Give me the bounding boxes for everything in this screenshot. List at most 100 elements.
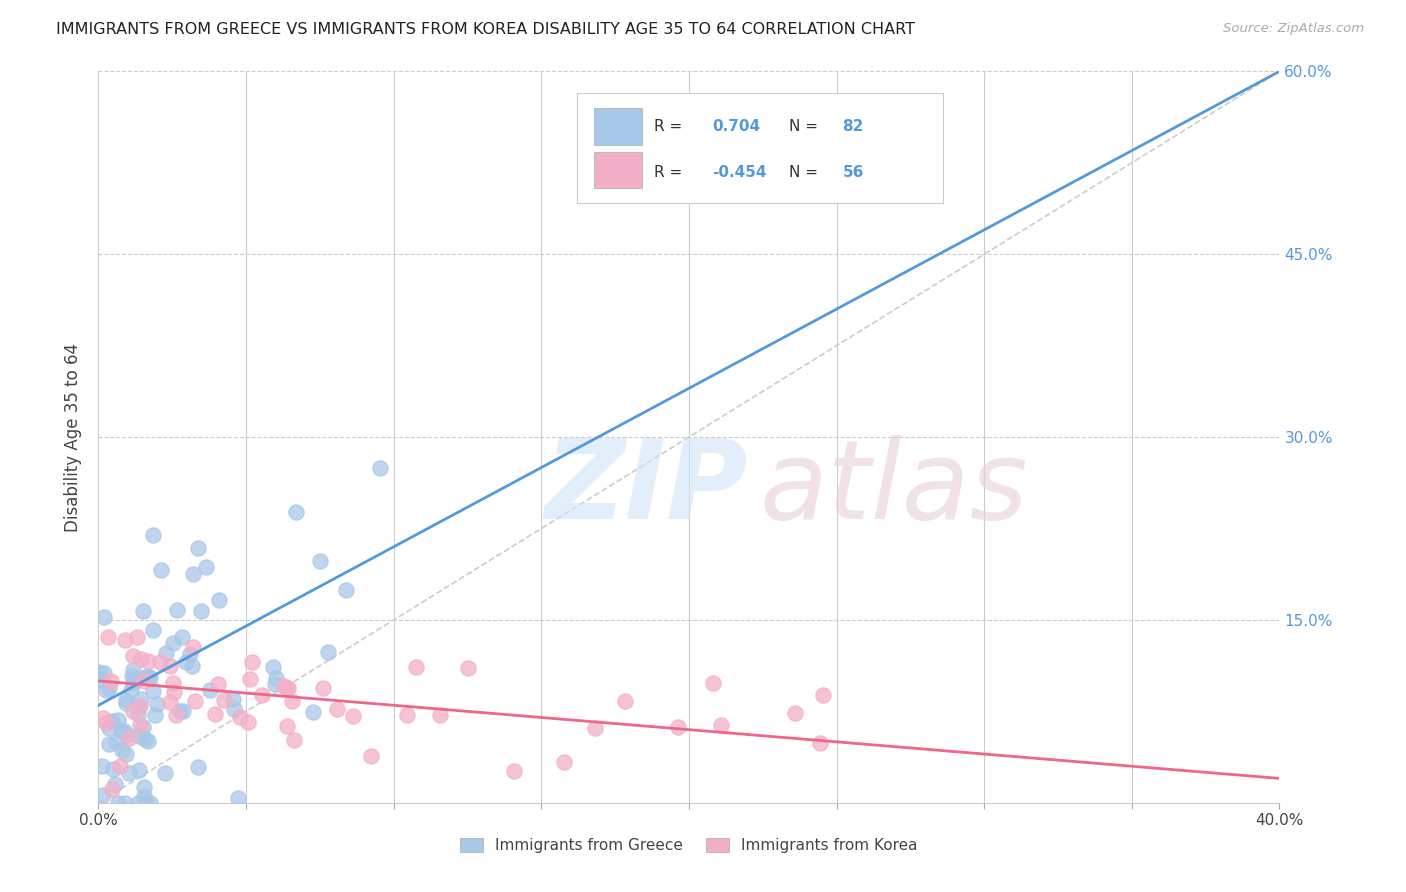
Text: atlas: atlas [759,434,1028,541]
Point [149,655,172,669]
Point [100,714,122,729]
Point [114,632,136,647]
Point [181,566,204,581]
Point [503,764,526,779]
Point [121,663,143,677]
Point [129,691,152,706]
Text: Source: ZipAtlas.com: Source: ZipAtlas.com [1223,22,1364,36]
Point [122,704,145,718]
Point [128,718,150,732]
Point [783,706,806,720]
Point [142,623,165,637]
Point [93,788,115,802]
Text: IMMIGRANTS FROM GREECE VS IMMIGRANTS FROM KOREA DISABILITY AGE 35 TO 64 CORRELAT: IMMIGRANTS FROM GREECE VS IMMIGRANTS FRO… [56,22,915,37]
Text: N =: N = [789,119,823,134]
Point [93,665,115,680]
Point [368,461,391,475]
FancyBboxPatch shape [576,94,943,203]
Point [129,652,152,666]
Text: 82: 82 [842,119,863,134]
Point [195,560,218,574]
Point [136,668,159,682]
Point [128,763,150,777]
Point [115,696,138,710]
Point [207,677,229,691]
Point [134,732,156,747]
Point [121,675,143,690]
Point [214,693,236,707]
Point [316,644,339,658]
Bar [595,108,641,145]
Point [87,665,110,680]
Point [153,766,176,780]
Point [138,796,160,810]
Point [89,673,111,687]
Point [122,673,145,688]
Point [114,747,136,761]
Point [222,692,245,706]
Point [181,640,204,654]
Point [172,704,194,718]
Point [276,681,298,696]
Point [142,683,165,698]
Point [135,670,157,684]
Point [97,681,120,695]
Point [112,723,135,738]
Point [335,583,357,598]
Point [98,737,121,751]
Point [98,721,121,735]
Point [405,660,427,674]
Point [91,758,114,772]
Point [190,604,212,618]
Point [325,702,347,716]
Point [666,720,689,734]
Point [142,528,165,542]
Point [187,760,209,774]
Point [134,674,156,689]
Point [101,782,124,797]
Point [128,730,150,744]
Point [135,796,157,810]
Point [125,630,148,644]
Point [165,708,187,723]
Point [808,736,831,750]
Point [172,630,194,644]
Point [276,719,298,733]
Point [811,688,834,702]
Point [204,707,226,722]
Point [277,681,299,695]
Point [146,697,169,711]
Point [179,647,201,661]
Point [224,701,246,715]
Point [104,777,127,791]
Point [94,683,117,698]
Point [429,708,451,723]
Point [107,796,129,810]
Point [264,677,287,691]
Point [553,755,575,769]
Point [122,648,145,663]
Point [262,660,284,674]
Point [240,656,263,670]
Point [100,673,122,688]
Point [181,659,204,673]
Point [93,610,115,624]
Point [136,734,159,748]
Text: R =: R = [654,119,686,134]
Point [702,676,724,690]
Point [114,796,136,810]
Point [159,695,181,709]
Point [155,646,177,660]
Point [139,671,162,685]
Point [162,676,184,690]
Point [108,759,131,773]
Point [118,766,141,780]
Point [301,706,323,720]
Point [150,563,173,577]
Point [107,713,129,727]
Point [129,698,152,713]
Text: 0.704: 0.704 [713,119,761,134]
Point [457,660,479,674]
Point [162,685,184,699]
Point [360,749,382,764]
